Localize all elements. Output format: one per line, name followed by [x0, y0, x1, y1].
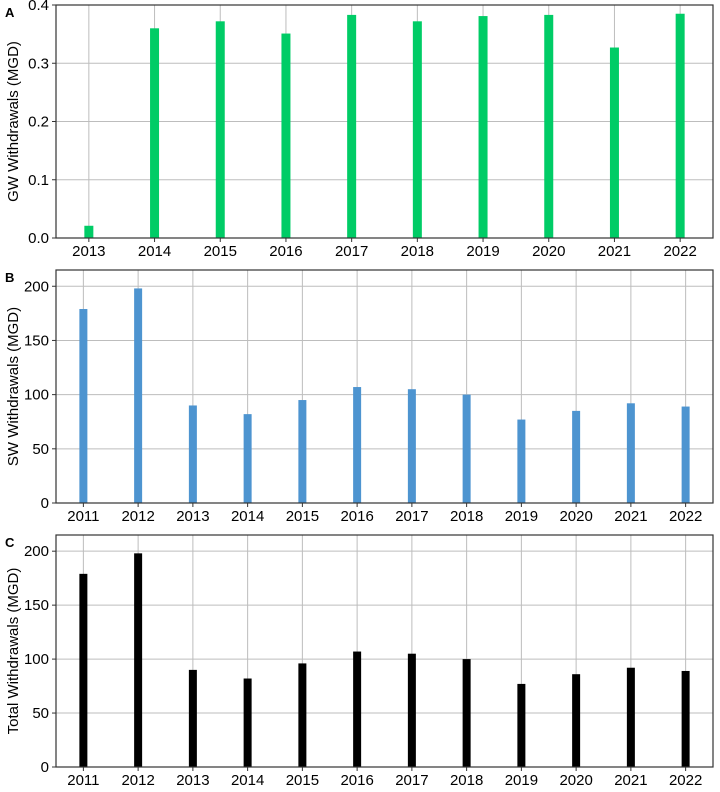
bar-2021 [626, 667, 635, 767]
y-tick-label: 0 [41, 759, 49, 776]
bar-2011 [79, 573, 88, 767]
bar-2011 [79, 309, 88, 503]
bar-2020 [544, 14, 554, 239]
bar-2020 [572, 674, 581, 767]
x-tick-label: 2014 [231, 772, 264, 789]
bar-2018 [462, 394, 471, 503]
x-tick-label: 2019 [505, 508, 538, 525]
x-tick-label: 2015 [204, 243, 237, 260]
x-tick-label: 2019 [505, 772, 538, 789]
x-tick-label: 2017 [395, 772, 428, 789]
bar-2022 [681, 406, 690, 503]
x-tick-label: 2015 [286, 772, 319, 789]
x-tick-label: 2012 [121, 772, 154, 789]
x-tick-label: 2022 [669, 772, 702, 789]
bar-2019 [517, 419, 526, 503]
bar-2013 [188, 405, 197, 503]
bar-2017 [407, 653, 416, 767]
x-tick-label: 2021 [614, 772, 647, 789]
panel-b: 0 50 100 150 200 2011 2012 2013 2014 2015 2016 2017… [5, 269, 714, 525]
y-tick-label: 100 [24, 387, 49, 404]
bar-2020 [572, 410, 581, 503]
x-tick-label: 2022 [669, 508, 702, 525]
panel-letter-c: C [5, 535, 15, 550]
bar-2013 [188, 669, 197, 767]
panel-a: 0.0 0.1 0.2 0.3 0.4 2013 2014 2015 2016 2017 2018 2… [5, 0, 714, 260]
x-tick-label: 2013 [176, 772, 209, 789]
bar-2021 [626, 403, 635, 503]
y-tick-label: 200 [24, 278, 49, 295]
bar-2014 [150, 28, 160, 238]
x-tick-label: 2018 [401, 243, 434, 260]
x-tick-label: 2014 [138, 243, 171, 260]
x-tick-label: 2013 [176, 508, 209, 525]
x-tick-label: 2014 [231, 508, 264, 525]
x-tick-label: 2017 [335, 243, 368, 260]
bar-2019 [517, 683, 526, 767]
y-axis-title: Total Withdrawals (MGD) [5, 568, 22, 735]
y-tick-label: 0.1 [28, 172, 49, 189]
bar-2016 [281, 33, 291, 239]
plot-area [56, 270, 713, 503]
x-tick-label: 2020 [532, 243, 565, 260]
y-tick-label: 0.3 [28, 55, 49, 72]
x-tick-label: 2015 [286, 508, 319, 525]
bar-2018 [412, 21, 422, 239]
panel-letter-b: B [5, 270, 14, 285]
x-tick-label: 2012 [121, 508, 154, 525]
x-tick-label: 2022 [663, 243, 696, 260]
bar-2012 [134, 288, 143, 503]
y-axis-title: GW Withdrawals (MGD) [5, 41, 22, 202]
bar-2012 [134, 553, 143, 767]
x-tick-label: 2019 [466, 243, 499, 260]
bar-2015 [215, 21, 225, 239]
x-tick-label: 2021 [598, 243, 631, 260]
y-tick-label: 0.2 [28, 114, 49, 131]
panel-c: 0 50 100 150 200 2011 2012 2013 2014 2015 2016 2017… [5, 534, 714, 789]
x-tick-label: 2011 [67, 772, 99, 789]
y-axis-title: SW Withdrawals (MGD) [5, 307, 22, 466]
plot-frame [55, 534, 714, 768]
bar-2019 [478, 16, 488, 238]
panel-letter-a: A [5, 5, 15, 20]
x-tick-label: 2017 [395, 508, 428, 525]
y-tick-label: 50 [32, 441, 49, 458]
x-tick-label: 2016 [340, 508, 373, 525]
x-tick-label: 2021 [614, 508, 647, 525]
bar-2015 [298, 400, 307, 503]
plot-area [56, 535, 713, 767]
x-tick-label: 2018 [450, 772, 483, 789]
bar-2016 [353, 387, 362, 503]
bar-2018 [462, 659, 471, 767]
y-tick-label: 0.0 [28, 230, 49, 247]
y-tick-label: 100 [24, 651, 49, 668]
x-tick-label: 2018 [450, 508, 483, 525]
bar-2021 [609, 47, 619, 239]
x-tick-label: 2013 [72, 243, 105, 260]
bar-2017 [347, 14, 357, 239]
bar-2022 [681, 670, 690, 767]
y-tick-label: 50 [32, 705, 49, 722]
y-tick-label: 0 [41, 495, 49, 512]
x-tick-label: 2011 [67, 508, 99, 525]
x-tick-label: 2016 [340, 772, 373, 789]
y-tick-label: 150 [24, 597, 49, 614]
bar-2022 [675, 13, 685, 238]
y-tick-label: 0.4 [28, 0, 49, 14]
y-tick-label: 150 [24, 332, 49, 349]
bar-2013 [84, 225, 94, 238]
bar-2017 [407, 389, 416, 503]
x-tick-label: 2016 [269, 243, 302, 260]
y-tick-label: 200 [24, 543, 49, 560]
bar-2014 [243, 414, 252, 503]
x-tick-label: 2020 [559, 508, 592, 525]
bar-2015 [298, 663, 307, 767]
bar-2014 [243, 678, 252, 767]
x-tick-label: 2020 [559, 772, 592, 789]
plot-frame [55, 269, 714, 504]
bar-2016 [353, 651, 362, 767]
